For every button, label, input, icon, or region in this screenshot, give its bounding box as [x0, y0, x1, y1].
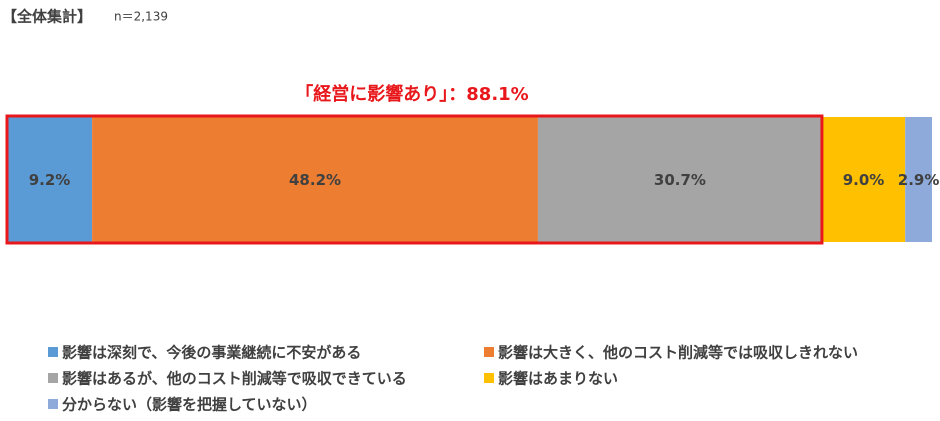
- annotation: 「経営に影響あり」：88.1%: [295, 83, 528, 105]
- bar-segment: [821, 117, 906, 242]
- legend-swatch: [48, 347, 58, 357]
- bar-segment: [92, 117, 538, 242]
- legend-label: 影響はあまりない: [498, 370, 618, 388]
- value-label: 2.9%: [898, 171, 940, 189]
- legend-swatch: [484, 373, 494, 383]
- bar-segment: [905, 117, 932, 242]
- value-label: 30.7%: [654, 171, 706, 189]
- chart-title: 【全体集計】: [2, 8, 92, 26]
- value-label: 9.0%: [843, 171, 885, 189]
- legend-swatch: [48, 399, 58, 409]
- legend-label: 影響は深刻で、今後の事業継続に不安がある: [62, 344, 361, 362]
- legend-swatch: [48, 373, 58, 383]
- bar-segment: [7, 117, 93, 242]
- value-label: 48.2%: [289, 171, 341, 189]
- legend-label: 影響はあるが、他のコスト削減等で吸収できている: [62, 370, 407, 388]
- legend-label: 分からない（影響を把握していない）: [62, 396, 317, 414]
- legend-swatch: [484, 347, 494, 357]
- value-label: 9.2%: [29, 171, 71, 189]
- highlight-box: [5, 114, 824, 245]
- legend-label: 影響は大きく、他のコスト削減等では吸収しきれない: [498, 344, 858, 362]
- chart-subtitle: n＝2,139: [114, 10, 168, 24]
- bar-segment: [537, 117, 822, 242]
